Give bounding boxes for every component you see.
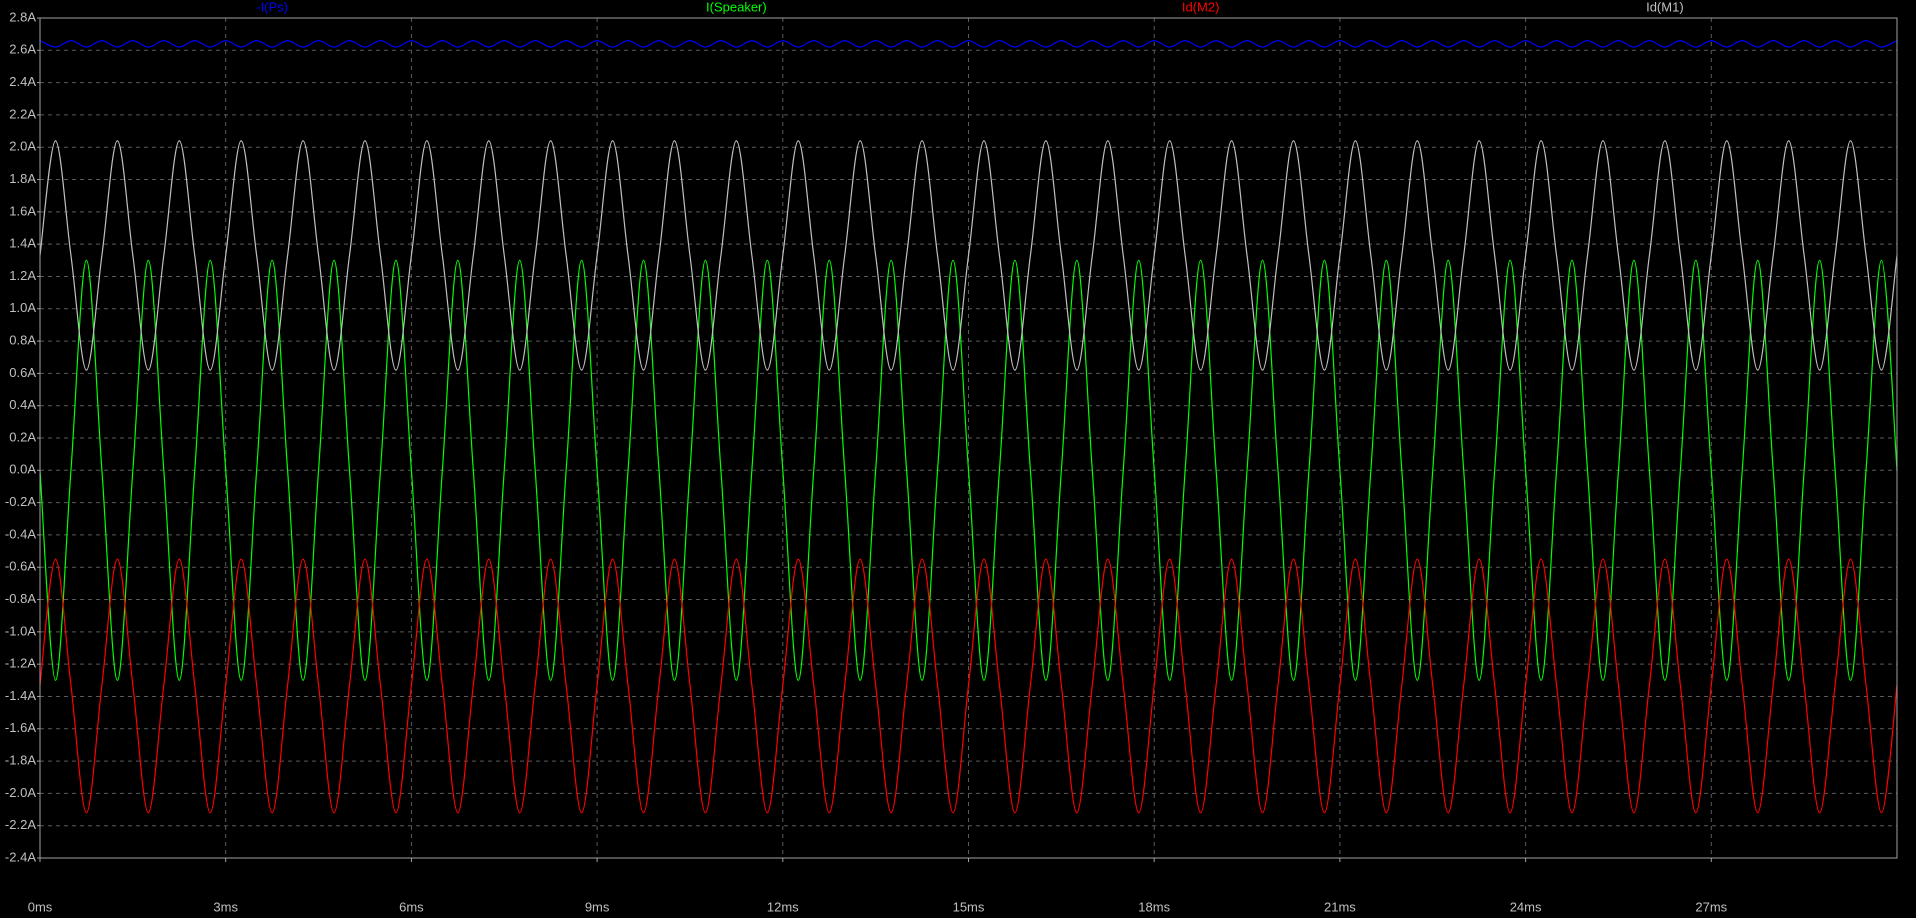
y-tick-label: -1.8A — [5, 753, 36, 768]
x-tick-label: 3ms — [213, 899, 238, 914]
y-tick-label: -1.0A — [5, 623, 36, 638]
x-tick-label: 9ms — [585, 899, 610, 914]
y-tick-label: 1.4A — [9, 236, 36, 251]
y-tick-label: 2.0A — [9, 139, 36, 154]
y-tick-label: -0.4A — [5, 526, 36, 541]
y-tick-label: -0.8A — [5, 591, 36, 606]
y-tick-label: 1.6A — [9, 203, 36, 218]
legend-label: I(Speaker) — [706, 0, 767, 14]
x-tick-label: 18ms — [1138, 899, 1170, 914]
x-tick-label: 6ms — [399, 899, 424, 914]
y-tick-label: 0.4A — [9, 397, 36, 412]
y-tick-label: 1.8A — [9, 171, 36, 186]
grid-layer — [39, 17, 1897, 859]
x-tick-label: 27ms — [1695, 899, 1727, 914]
y-tick-label: 2.8A — [9, 9, 36, 24]
y-tick-label: -0.6A — [5, 559, 36, 574]
y-tick-label: -2.2A — [5, 817, 36, 832]
trace-layer — [39, 40, 1898, 814]
y-tick-label: -1.4A — [5, 688, 36, 703]
y-tick-label: -1.6A — [5, 720, 36, 735]
y-tick-label: -2.4A — [5, 849, 36, 864]
x-tick-label: 12ms — [767, 899, 799, 914]
x-tick-label: 21ms — [1324, 899, 1356, 914]
y-tick-label: 0.8A — [9, 333, 36, 348]
y-tick-label: 0.2A — [9, 429, 36, 444]
legend-label: Id(M2) — [1182, 0, 1220, 14]
y-tick-label: -1.2A — [5, 656, 36, 671]
trace — [39, 259, 1898, 681]
trace — [39, 140, 1898, 371]
trace — [39, 558, 1898, 814]
y-tick-label: 0.6A — [9, 365, 36, 380]
x-tick-label: 15ms — [953, 899, 985, 914]
x-tick-label: 24ms — [1510, 899, 1542, 914]
y-tick-label: 2.4A — [9, 74, 36, 89]
y-tick-label: 2.2A — [9, 106, 36, 121]
trace — [39, 40, 1898, 48]
legend-label: Id(M1) — [1646, 0, 1684, 14]
y-tick-label: 1.2A — [9, 268, 36, 283]
legend-label: -I(Ps) — [256, 0, 288, 14]
y-tick-label: -0.2A — [5, 494, 36, 509]
y-tick-label: -2.0A — [5, 785, 36, 800]
y-tick-label: 1.0A — [9, 300, 36, 315]
y-tick-label: 2.6A — [9, 42, 36, 57]
x-tick-label: 0ms — [28, 899, 53, 914]
y-tick-label: 0.0A — [9, 462, 36, 477]
